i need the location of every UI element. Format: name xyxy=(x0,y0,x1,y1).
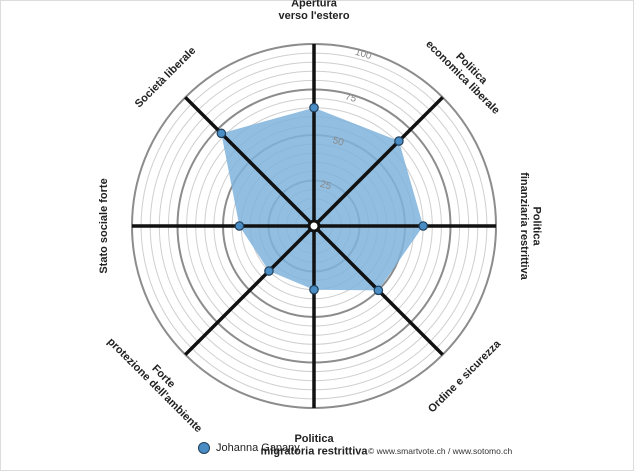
axis-label-line: Apertura xyxy=(291,0,338,10)
center-hub xyxy=(307,219,321,233)
axis-label-line: verso l'estero xyxy=(278,10,349,22)
tick-labels: 25 50 75 100 xyxy=(319,47,373,193)
data-points xyxy=(216,102,428,296)
axis-line xyxy=(184,96,316,228)
legend-label: Johanna Gapany xyxy=(216,442,300,454)
data-point[interactable] xyxy=(418,221,428,231)
axis-label: Stato sociale forte xyxy=(98,178,110,273)
data-point[interactable] xyxy=(234,221,245,231)
data-area xyxy=(221,107,424,291)
data-point[interactable] xyxy=(309,102,319,113)
axis-label-line: Politica xyxy=(294,433,334,445)
data-point[interactable] xyxy=(394,136,404,146)
data-point[interactable] xyxy=(373,285,384,296)
tick-label: 25 xyxy=(319,179,333,193)
series-area xyxy=(221,107,424,291)
axis-label-line: Politica xyxy=(531,206,543,246)
axis-line xyxy=(312,96,444,228)
data-point[interactable] xyxy=(264,266,274,276)
data-point[interactable] xyxy=(309,284,319,295)
axis-line xyxy=(184,224,316,356)
axis-label-line: migratoria restrittiva xyxy=(261,446,369,458)
axis-lines xyxy=(132,44,496,408)
legend-marker xyxy=(198,442,210,454)
tick-label: 75 xyxy=(344,91,358,105)
tick-label: 100 xyxy=(354,47,373,62)
credit-text: © www.smartvote.ch / www.sotomo.ch xyxy=(368,446,513,456)
tick-label: 50 xyxy=(331,135,345,149)
legend[interactable]: Johanna Gapany xyxy=(198,442,300,454)
data-point[interactable] xyxy=(216,128,227,139)
axis-label-line: finanziaria restrittiva xyxy=(518,172,530,280)
axis-label-line: Stato sociale forte xyxy=(98,178,110,273)
